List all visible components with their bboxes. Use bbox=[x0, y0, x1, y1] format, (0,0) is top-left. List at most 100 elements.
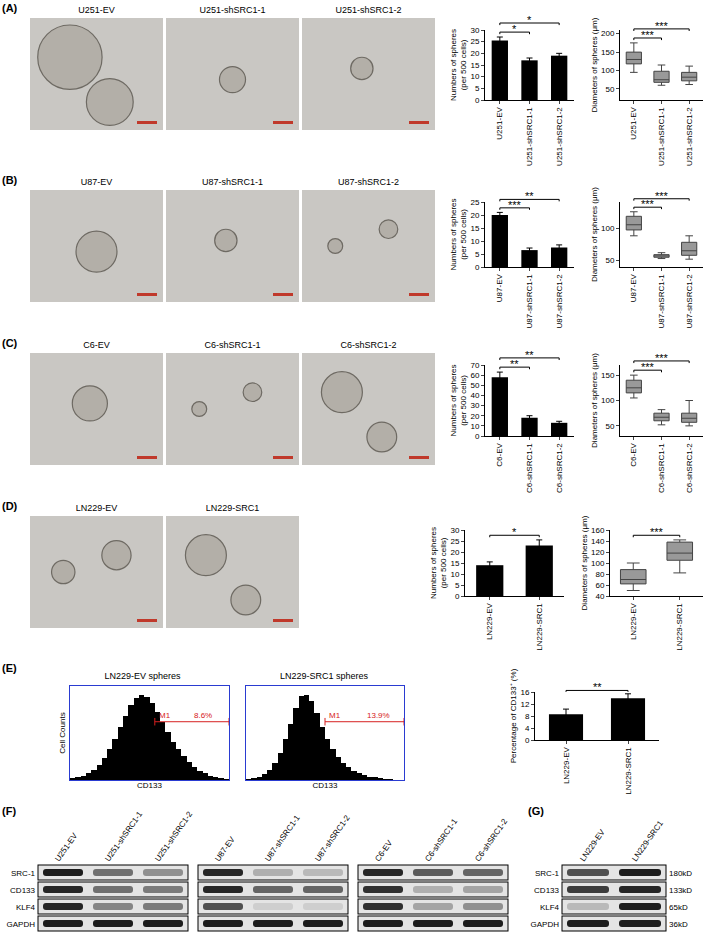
svg-text:150: 150 bbox=[601, 48, 615, 57]
svg-text:U251-shSRC1-2: U251-shSRC1-2 bbox=[685, 107, 694, 166]
svg-text:5: 5 bbox=[475, 84, 480, 93]
svg-text:10: 10 bbox=[470, 422, 479, 431]
svg-text:C6-shSRC1-2: C6-shSRC1-2 bbox=[555, 443, 564, 493]
svg-text:LN229-EV: LN229-EV bbox=[629, 603, 638, 641]
svg-text:U87-shSRC1-1: U87-shSRC1-1 bbox=[657, 274, 666, 329]
svg-text:U251-shSRC1-2: U251-shSRC1-2 bbox=[153, 810, 194, 863]
svg-text:50: 50 bbox=[605, 422, 614, 431]
svg-text:KLF4: KLF4 bbox=[540, 903, 560, 912]
svg-text:U251-shSRC1-2: U251-shSRC1-2 bbox=[555, 107, 564, 166]
svg-text:100: 100 bbox=[591, 559, 605, 568]
svg-text:70: 70 bbox=[470, 361, 479, 370]
svg-text:CD133: CD133 bbox=[10, 886, 35, 895]
svg-text:180kD: 180kD bbox=[669, 869, 692, 878]
svg-text:Numbers of spheres(per 500 cel: Numbers of spheres(per 500 cells) bbox=[449, 198, 468, 270]
svg-text:**: ** bbox=[525, 190, 534, 202]
svg-text:100: 100 bbox=[601, 224, 615, 233]
svg-text:20: 20 bbox=[470, 49, 479, 58]
svg-text:U87-shSRC1-2: U87-shSRC1-2 bbox=[685, 274, 694, 329]
svg-text:*: * bbox=[527, 14, 532, 26]
svg-text:16: 16 bbox=[520, 688, 529, 697]
svg-text:LN229-EV: LN229-EV bbox=[562, 747, 571, 785]
svg-text:60: 60 bbox=[595, 581, 604, 590]
svg-text:C6-EV: C6-EV bbox=[629, 443, 638, 467]
svg-text:140: 140 bbox=[591, 537, 605, 546]
svg-text:65kD: 65kD bbox=[669, 903, 688, 912]
svg-text:U251-shSRC1-1: U251-shSRC1-1 bbox=[657, 107, 666, 166]
svg-text:12: 12 bbox=[520, 700, 529, 709]
svg-text:***: *** bbox=[655, 20, 669, 32]
svg-text:Percentage of CD133⁺ (%): Percentage of CD133⁺ (%) bbox=[509, 668, 518, 763]
svg-text:SRC-1: SRC-1 bbox=[11, 869, 36, 878]
svg-text:30: 30 bbox=[470, 26, 479, 35]
svg-text:36kD: 36kD bbox=[669, 920, 688, 929]
svg-text:20: 20 bbox=[470, 412, 479, 421]
svg-text:LN229-SRC1: LN229-SRC1 bbox=[630, 819, 665, 864]
svg-text:Diameters of spheres (μm): Diameters of spheres (μm) bbox=[590, 17, 599, 112]
svg-text:**: ** bbox=[593, 681, 602, 693]
svg-text:CD133: CD133 bbox=[534, 886, 559, 895]
svg-text:Diameters of spheres (μm): Diameters of spheres (μm) bbox=[590, 187, 599, 282]
svg-text:15: 15 bbox=[450, 559, 459, 568]
svg-text:25: 25 bbox=[450, 537, 459, 546]
svg-text:CD133: CD133 bbox=[137, 781, 162, 790]
svg-text:***: *** bbox=[650, 526, 664, 538]
svg-text:M1: M1 bbox=[159, 711, 171, 720]
svg-text:40: 40 bbox=[595, 592, 604, 601]
svg-text:4: 4 bbox=[525, 724, 530, 733]
svg-text:13.9%: 13.9% bbox=[367, 711, 390, 720]
svg-text:Cell Counts: Cell Counts bbox=[58, 712, 67, 753]
svg-text:KLF4: KLF4 bbox=[16, 903, 36, 912]
svg-text:M1: M1 bbox=[329, 711, 341, 720]
svg-text:0: 0 bbox=[455, 592, 460, 601]
svg-text:U251-EV: U251-EV bbox=[629, 107, 638, 140]
svg-text:U87-shSRC1-2: U87-shSRC1-2 bbox=[555, 274, 564, 329]
svg-text:200: 200 bbox=[601, 29, 615, 38]
svg-text:80: 80 bbox=[595, 570, 604, 579]
svg-text:U87-EV: U87-EV bbox=[495, 274, 504, 303]
svg-text:LN229-SRC1: LN229-SRC1 bbox=[624, 747, 633, 795]
svg-text:Numbers of spheres(per 500 cel: Numbers of spheres(per 500 cells) bbox=[449, 364, 468, 436]
svg-text:25: 25 bbox=[470, 198, 479, 207]
svg-text:160: 160 bbox=[591, 526, 605, 535]
svg-text:LN229-SRC1: LN229-SRC1 bbox=[535, 603, 544, 651]
svg-text:***: *** bbox=[508, 199, 522, 211]
svg-text:15: 15 bbox=[470, 224, 479, 233]
svg-text:***: *** bbox=[655, 352, 669, 364]
svg-text:LN229-EV spheres: LN229-EV spheres bbox=[104, 671, 181, 681]
svg-text:8.6%: 8.6% bbox=[194, 711, 212, 720]
svg-text:U251-EV: U251-EV bbox=[495, 107, 504, 140]
svg-text:CD133: CD133 bbox=[313, 781, 338, 790]
svg-text:0: 0 bbox=[475, 96, 480, 105]
svg-text:20: 20 bbox=[470, 211, 479, 220]
svg-text:40: 40 bbox=[470, 391, 479, 400]
svg-text:LN229-EV: LN229-EV bbox=[485, 603, 494, 641]
svg-text:*: * bbox=[512, 526, 517, 538]
svg-text:Diameters of spheres (μm): Diameters of spheres (μm) bbox=[580, 515, 589, 610]
svg-text:C6-EV: C6-EV bbox=[495, 443, 504, 467]
svg-text:60: 60 bbox=[470, 371, 479, 380]
svg-text:50: 50 bbox=[605, 256, 614, 265]
svg-text:10: 10 bbox=[470, 72, 479, 81]
svg-text:100: 100 bbox=[601, 66, 615, 75]
svg-text:LN229-SRC1: LN229-SRC1 bbox=[675, 603, 684, 651]
svg-text:***: *** bbox=[655, 190, 669, 202]
svg-text:**: ** bbox=[510, 358, 519, 370]
svg-text:U87-EV: U87-EV bbox=[213, 834, 237, 863]
svg-text:10: 10 bbox=[470, 237, 479, 246]
svg-text:25: 25 bbox=[470, 37, 479, 46]
svg-text:30: 30 bbox=[470, 401, 479, 410]
svg-text:GAPDH: GAPDH bbox=[7, 920, 36, 929]
svg-text:100: 100 bbox=[601, 396, 615, 405]
svg-text:LN229-SRC1 spheres: LN229-SRC1 spheres bbox=[280, 671, 369, 681]
svg-text:C6-shSRC1-1: C6-shSRC1-1 bbox=[657, 443, 666, 493]
svg-text:***: *** bbox=[641, 361, 655, 373]
svg-text:C6-shSRC1-2: C6-shSRC1-2 bbox=[685, 443, 694, 493]
svg-text:C6-EV: C6-EV bbox=[373, 838, 394, 863]
svg-text:15: 15 bbox=[470, 61, 479, 70]
svg-text:20: 20 bbox=[450, 548, 459, 557]
svg-text:U87-shSRC1-1: U87-shSRC1-1 bbox=[525, 274, 534, 329]
svg-text:SRC-1: SRC-1 bbox=[535, 869, 560, 878]
svg-text:***: *** bbox=[641, 29, 655, 41]
svg-text:120: 120 bbox=[591, 548, 605, 557]
